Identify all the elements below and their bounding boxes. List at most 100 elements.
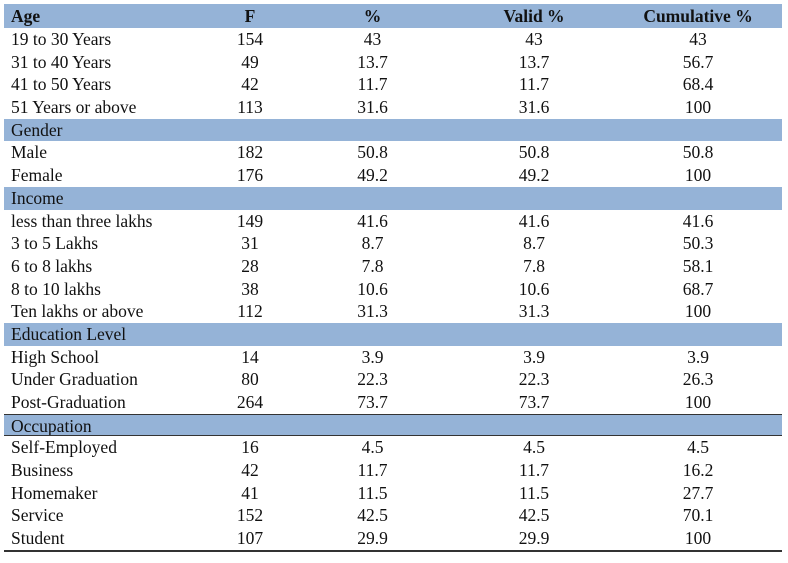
cell-valid-percent: 42.5 xyxy=(518,505,550,526)
header-valid-percent: Valid % xyxy=(503,6,565,26)
cell-cumulative-percent: 56.7 xyxy=(682,51,714,72)
cell-cumulative-percent: 100 xyxy=(684,301,712,322)
cell-f: 80 xyxy=(241,369,259,390)
cell-cumulative-percent: 100 xyxy=(684,392,712,412)
table-row: 19 to 30 Years 154 43 43 43 xyxy=(4,28,782,51)
cell-label: 3 to 5 Lakhs xyxy=(11,233,99,254)
cell-f: 154 xyxy=(236,29,264,49)
cell-valid-percent: 29.9 xyxy=(518,528,550,549)
table-row: 8 to 10 lakhs 38 10.6 10.6 68.7 xyxy=(4,278,782,301)
cell-f: 14 xyxy=(241,346,259,367)
cell-percent: 31.3 xyxy=(357,301,388,322)
table-row: Self-Employed 16 4.5 4.5 4.5 xyxy=(4,436,782,459)
section-header: Education Level xyxy=(4,322,782,346)
cell-valid-percent: 43 xyxy=(525,29,543,49)
cell-percent: 8.7 xyxy=(361,233,384,254)
cell-percent: 7.8 xyxy=(361,255,384,276)
header-percent: % xyxy=(363,6,382,26)
cell-valid-percent: 11.5 xyxy=(519,482,549,503)
cell-f: 49 xyxy=(241,51,259,72)
cell-cumulative-percent: 100 xyxy=(684,528,712,549)
cell-cumulative-percent: 50.3 xyxy=(682,233,714,254)
cell-valid-percent: 13.7 xyxy=(518,51,550,72)
cell-f: 182 xyxy=(236,142,264,163)
cell-label: Under Graduation xyxy=(11,369,138,390)
cell-valid-percent: 31.6 xyxy=(518,97,550,118)
cell-cumulative-percent: 58.1 xyxy=(682,255,714,276)
cell-valid-percent: 11.7 xyxy=(519,74,549,95)
cell-cumulative-percent: 16.2 xyxy=(682,460,714,481)
cell-cumulative-percent: 27.7 xyxy=(682,482,714,503)
cell-valid-percent: 7.8 xyxy=(523,255,545,276)
section-header: Occupation xyxy=(4,413,782,437)
cell-label: Student xyxy=(11,528,65,549)
table-row: 51 Years or above 113 31.6 31.6 100 xyxy=(4,96,782,119)
table-row: 6 to 8 lakhs 28 7.8 7.8 58.1 xyxy=(4,255,782,278)
cell-cumulative-percent: 3.9 xyxy=(687,346,709,367)
cell-cumulative-percent: 68.4 xyxy=(682,74,714,95)
table-row: Business 42 11.7 11.7 16.2 xyxy=(4,459,782,482)
section-title: Gender xyxy=(11,119,63,140)
cell-percent: 41.6 xyxy=(357,210,388,231)
table-row: Male 182 50.8 50.8 50.8 xyxy=(4,141,782,164)
table-row: Student 107 29.9 29.9 100 xyxy=(4,527,782,550)
cell-percent: 31.6 xyxy=(357,97,388,118)
cell-percent: 49.2 xyxy=(357,165,388,186)
table-row: 31 to 40 Years 49 13.7 13.7 56.7 xyxy=(4,51,782,74)
table-row: Service 152 42.5 42.5 70.1 xyxy=(4,504,782,527)
cell-label: 41 to 50 Years xyxy=(11,74,112,95)
cell-f: 149 xyxy=(236,210,264,231)
cell-valid-percent: 73.7 xyxy=(518,392,550,412)
cell-label: 31 to 40 Years xyxy=(11,51,112,72)
cell-label: Business xyxy=(11,460,74,481)
cell-cumulative-percent: 100 xyxy=(684,165,712,186)
cell-percent: 11.7 xyxy=(357,460,388,481)
table-row: less than three lakhs 149 41.6 41.6 41.6 xyxy=(4,210,782,233)
table-row: 3 to 5 Lakhs 31 8.7 8.7 50.3 xyxy=(4,232,782,255)
cell-percent: 73.7 xyxy=(357,392,388,412)
table-body: 19 to 30 Years 154 43 43 43 31 to 40 Years 49 1… xyxy=(4,28,782,550)
cell-label: Self-Employed xyxy=(11,437,117,458)
cell-f: 152 xyxy=(236,505,264,526)
cell-label: 6 to 8 lakhs xyxy=(11,255,93,276)
cell-cumulative-percent: 41.6 xyxy=(682,210,714,231)
cell-percent: 13.7 xyxy=(357,51,388,72)
cell-f: 41 xyxy=(241,482,259,503)
cell-label: Male xyxy=(11,142,47,163)
cell-cumulative-percent: 70.1 xyxy=(682,505,714,526)
cell-label: Ten lakhs or above xyxy=(11,301,144,322)
header-cumulative-percent: Cumulative % xyxy=(643,6,753,26)
cell-valid-percent: 11.7 xyxy=(519,460,549,481)
cell-valid-percent: 41.6 xyxy=(518,210,550,231)
cell-f: 113 xyxy=(237,97,263,118)
cell-f: 107 xyxy=(236,528,264,549)
cell-cumulative-percent: 43 xyxy=(689,29,707,49)
cell-valid-percent: 22.3 xyxy=(518,369,550,390)
cell-f: 28 xyxy=(241,255,259,276)
cell-label: Service xyxy=(11,505,64,526)
cell-valid-percent: 49.2 xyxy=(518,165,550,186)
cell-percent: 22.3 xyxy=(357,369,388,390)
cell-f: 264 xyxy=(236,392,264,412)
cell-cumulative-percent: 26.3 xyxy=(682,369,714,390)
cell-percent: 29.9 xyxy=(357,528,388,549)
cell-cumulative-percent: 68.7 xyxy=(682,278,714,299)
cell-percent: 43 xyxy=(363,29,382,49)
cell-label: 51 Years or above xyxy=(11,97,137,118)
cell-percent: 11.5 xyxy=(357,482,388,503)
cell-f: 38 xyxy=(241,278,259,299)
section-title: Education Level xyxy=(11,323,127,344)
cell-f: 16 xyxy=(241,437,259,458)
cell-valid-percent: 50.8 xyxy=(518,142,550,163)
cell-percent: 3.9 xyxy=(361,346,384,367)
cell-valid-percent: 31.3 xyxy=(518,301,550,322)
cell-f: 42 xyxy=(241,460,259,481)
table-row: Ten lakhs or above 112 31.3 31.3 100 xyxy=(4,300,782,323)
table-row: Post-Graduation 264 73.7 73.7 100 xyxy=(4,391,782,414)
table-row: High School 14 3.9 3.9 3.9 xyxy=(4,346,782,369)
table-row: 41 to 50 Years 42 11.7 11.7 68.4 xyxy=(4,73,782,96)
cell-valid-percent: 3.9 xyxy=(523,346,545,367)
cell-valid-percent: 8.7 xyxy=(523,233,545,254)
cell-label: Post-Graduation xyxy=(11,392,126,412)
table-row: Female 176 49.2 49.2 100 xyxy=(4,164,782,187)
